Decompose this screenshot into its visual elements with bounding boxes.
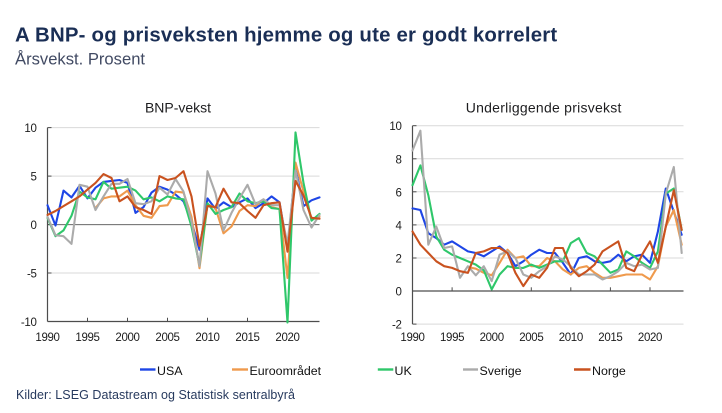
svg-text:-10: -10 <box>21 317 37 329</box>
svg-text:-5: -5 <box>27 269 37 281</box>
svg-text:Underliggende prisvekst: Underliggende prisvekst <box>466 100 622 116</box>
svg-text:2010: 2010 <box>559 332 583 344</box>
svg-text:5: 5 <box>30 172 36 184</box>
svg-text:10: 10 <box>24 123 36 135</box>
svg-text:-2: -2 <box>392 320 402 332</box>
svg-text:2010: 2010 <box>195 332 219 344</box>
svg-text:1995: 1995 <box>75 332 99 344</box>
svg-text:Norge: Norge <box>592 364 626 378</box>
svg-text:BNP-vekst: BNP-vekst <box>145 100 211 116</box>
svg-text:Euroområdet: Euroområdet <box>250 364 322 378</box>
svg-text:Sverige: Sverige <box>480 364 522 378</box>
svg-text:0: 0 <box>395 287 401 299</box>
svg-text:1990: 1990 <box>35 332 59 344</box>
svg-text:8: 8 <box>395 154 401 166</box>
svg-text:A BNP- og prisveksten hjemme o: A BNP- og prisveksten hjemme og ute er g… <box>15 25 557 47</box>
svg-text:2020: 2020 <box>275 332 299 344</box>
svg-text:10: 10 <box>389 121 401 133</box>
svg-text:2: 2 <box>395 254 401 266</box>
svg-text:0: 0 <box>30 220 36 232</box>
svg-text:6: 6 <box>395 187 401 199</box>
svg-text:2005: 2005 <box>155 332 179 344</box>
svg-text:2015: 2015 <box>235 332 259 344</box>
svg-text:4: 4 <box>395 220 402 232</box>
svg-text:UK: UK <box>395 364 413 378</box>
svg-text:1990: 1990 <box>400 332 424 344</box>
svg-text:2000: 2000 <box>115 332 139 344</box>
svg-text:2020: 2020 <box>638 332 662 344</box>
svg-text:2005: 2005 <box>519 332 543 344</box>
svg-text:Årsvekst. Prosent: Årsvekst. Prosent <box>15 50 145 69</box>
svg-text:USA: USA <box>157 364 183 378</box>
svg-text:1995: 1995 <box>440 332 464 344</box>
svg-text:Kilder: LSEG Datastream og Sta: Kilder: LSEG Datastream og Statistisk se… <box>16 388 295 402</box>
svg-text:2000: 2000 <box>480 332 504 344</box>
svg-text:2015: 2015 <box>598 332 622 344</box>
